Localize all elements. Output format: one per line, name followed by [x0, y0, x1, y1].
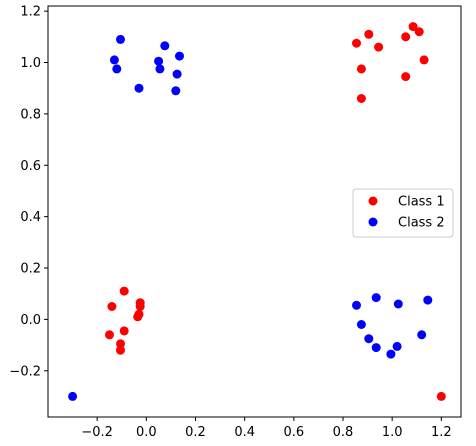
y-tick-label: −0.2: [9, 364, 41, 379]
point-class-1-15: [401, 32, 411, 42]
points-layer: [68, 22, 446, 401]
point-class-2-6: [155, 64, 165, 74]
point-class-2-1: [109, 55, 119, 65]
y-tick-label: 0.0: [20, 313, 41, 328]
point-class-2-0: [116, 34, 125, 44]
axes-frame: [47, 5, 462, 418]
point-class-2-9: [171, 86, 181, 96]
x-tick-label: −0.2: [81, 425, 113, 440]
x-tick-label: 0.6: [283, 425, 304, 440]
legend-box: [352, 188, 454, 238]
point-class-2-12: [393, 299, 403, 309]
y-tick-label: 0.4: [20, 210, 41, 225]
y-tick-label: 1.2: [20, 5, 41, 20]
x-tick-label: 1.0: [382, 425, 403, 440]
point-class-1-12: [374, 42, 384, 52]
point-class-1-8: [116, 339, 125, 349]
y-axis: −0.2 0.0 0.2 0.4 0.6 0.8 1.0 1.2: [9, 5, 48, 379]
point-class-2-7: [175, 51, 184, 61]
point-class-1-0: [119, 286, 129, 296]
x-tick-label: 0.0: [136, 425, 157, 440]
y-tick-label: 0.2: [20, 262, 41, 277]
x-tick-label: 0.2: [185, 425, 206, 440]
point-class-2-13: [423, 295, 433, 305]
y-tick-label: 0.6: [20, 159, 41, 174]
legend-marker-class-1: [368, 196, 378, 206]
point-class-1-20: [436, 391, 446, 401]
point-class-1-11: [364, 29, 374, 39]
point-class-1-18: [419, 55, 429, 65]
point-class-1-19: [401, 72, 411, 82]
legend-label-class-1: Class 1: [398, 195, 445, 210]
point-class-1-14: [356, 94, 366, 103]
point-class-1-9: [116, 345, 125, 355]
point-class-2-3: [134, 83, 144, 93]
point-class-2-16: [371, 343, 381, 353]
point-class-1-3: [135, 302, 145, 311]
point-class-1-17: [414, 27, 424, 37]
y-tick-label: 1.0: [20, 56, 41, 71]
legend: Class 1 Class 2: [352, 188, 454, 238]
point-class-1-16: [408, 22, 418, 32]
point-class-2-4: [160, 41, 170, 51]
point-class-2-2: [112, 64, 122, 74]
legend-marker-class-2: [368, 217, 378, 227]
point-class-2-5: [154, 56, 164, 66]
x-tick-label: 0.4: [234, 425, 255, 440]
point-class-2-14: [356, 320, 366, 329]
point-class-2-8: [172, 69, 182, 79]
point-class-2-15: [364, 334, 374, 344]
point-class-1-7: [105, 330, 114, 340]
point-class-2-20: [68, 391, 78, 401]
point-class-2-18: [392, 341, 402, 351]
y-tick-label: 0.8: [20, 107, 41, 122]
legend-label-class-2: Class 2: [398, 216, 445, 231]
point-class-1-6: [119, 326, 129, 336]
point-class-1-13: [356, 64, 366, 74]
point-class-1-5: [134, 309, 144, 319]
x-tick-label: 1.2: [431, 425, 452, 440]
x-axis: −0.2 0.0 0.2 0.4 0.6 0.8 1.0 1.2: [81, 417, 452, 440]
point-class-2-11: [371, 293, 381, 303]
x-tick-label: 0.8: [333, 425, 354, 440]
point-class-2-17: [386, 349, 396, 359]
point-class-1-10: [352, 38, 361, 48]
point-class-2-10: [352, 300, 361, 310]
point-class-2-19: [417, 330, 427, 340]
point-class-1-1: [107, 302, 117, 311]
